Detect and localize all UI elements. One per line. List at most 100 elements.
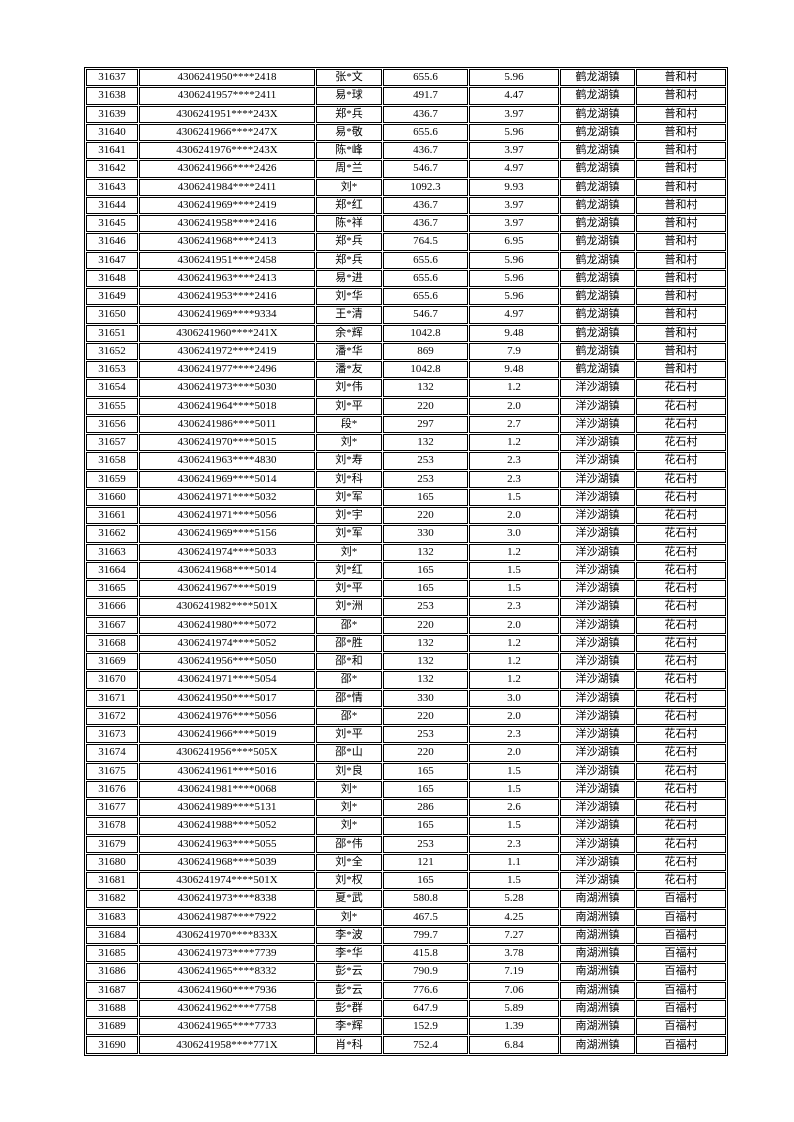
cell-masked-id-number: 4306241971****5054 bbox=[139, 671, 315, 689]
table-row: 31649 4306241953****2416 刘*华 655.6 5.96 鹤龙湖镇普… bbox=[86, 288, 726, 306]
cell-village: 花石村 bbox=[636, 397, 726, 415]
cell-town: 鹤龙湖镇 bbox=[560, 142, 635, 160]
cell-masked-name: 刘*洲 bbox=[316, 598, 382, 616]
table-row: 31657 4306241970****5015 刘* 132 1.2 洋沙湖镇 花石村 bbox=[86, 434, 726, 452]
table-row: 31690 4306241958****771X 肖*科 752.4 6.84 南湖洲镇百… bbox=[86, 1036, 726, 1054]
cell-town: 洋沙湖镇 bbox=[560, 726, 635, 744]
cell-village: 百福村 bbox=[636, 945, 726, 963]
cell-value-2: 3.97 bbox=[469, 196, 559, 214]
table-row: 31689 4306241965****7733 李*辉 152.9 1.39 南湖洲镇百… bbox=[86, 1018, 726, 1036]
cell-village: 普和村 bbox=[636, 160, 726, 178]
cell-value-1: 132 bbox=[383, 434, 468, 452]
cell-value-2: 6.84 bbox=[469, 1036, 559, 1054]
cell-row-number: 31639 bbox=[86, 105, 138, 123]
cell-village: 花石村 bbox=[636, 689, 726, 707]
cell-row-number: 31689 bbox=[86, 1018, 138, 1036]
cell-village: 花石村 bbox=[636, 726, 726, 744]
cell-masked-name: 刘* bbox=[316, 908, 382, 926]
cell-row-number: 31684 bbox=[86, 926, 138, 944]
cell-value-2: 1.2 bbox=[469, 434, 559, 452]
cell-masked-id-number: 4306241958****771X bbox=[139, 1036, 315, 1054]
cell-value-1: 330 bbox=[383, 525, 468, 543]
cell-value-2: 1.5 bbox=[469, 488, 559, 506]
cell-village: 花石村 bbox=[636, 616, 726, 634]
cell-masked-name: 邵*伟 bbox=[316, 835, 382, 853]
cell-town: 洋沙湖镇 bbox=[560, 853, 635, 871]
cell-value-1: 752.4 bbox=[383, 1036, 468, 1054]
cell-masked-name: 刘*平 bbox=[316, 580, 382, 598]
cell-village: 百福村 bbox=[636, 1036, 726, 1054]
cell-row-number: 31671 bbox=[86, 689, 138, 707]
cell-value-1: 1092.3 bbox=[383, 178, 468, 196]
cell-masked-id-number: 4306241982****501X bbox=[139, 598, 315, 616]
cell-value-1: 132 bbox=[383, 379, 468, 397]
cell-town: 洋沙湖镇 bbox=[560, 415, 635, 433]
cell-village: 普和村 bbox=[636, 87, 726, 105]
table-row: 31666 4306241982****501X 刘*洲 253 2.3 洋沙湖镇 花石村 bbox=[86, 598, 726, 616]
cell-row-number: 31644 bbox=[86, 196, 138, 214]
cell-masked-id-number: 4306241976****243X bbox=[139, 142, 315, 160]
cell-town: 洋沙湖镇 bbox=[560, 799, 635, 817]
cell-town: 洋沙湖镇 bbox=[560, 397, 635, 415]
cell-masked-id-number: 4306241958****2416 bbox=[139, 215, 315, 233]
cell-value-2: 5.96 bbox=[469, 269, 559, 287]
cell-masked-id-number: 4306241976****5056 bbox=[139, 707, 315, 725]
cell-masked-id-number: 4306241965****7733 bbox=[139, 1018, 315, 1036]
cell-row-number: 31642 bbox=[86, 160, 138, 178]
cell-masked-id-number: 4306241969****5014 bbox=[139, 470, 315, 488]
cell-row-number: 31650 bbox=[86, 306, 138, 324]
cell-row-number: 31660 bbox=[86, 488, 138, 506]
cell-value-2: 2.0 bbox=[469, 707, 559, 725]
table-row: 31645 4306241958****2416 陈*祥 436.7 3.97 鹤龙湖镇普… bbox=[86, 215, 726, 233]
cell-village: 普和村 bbox=[636, 288, 726, 306]
cell-masked-id-number: 4306241963****5055 bbox=[139, 835, 315, 853]
cell-village: 花石村 bbox=[636, 799, 726, 817]
table-row: 31639 4306241951****243X 郑*兵 436.7 3.97 鹤龙湖镇普… bbox=[86, 105, 726, 123]
cell-village: 花石村 bbox=[636, 543, 726, 561]
cell-masked-name: 刘* bbox=[316, 799, 382, 817]
cell-value-1: 220 bbox=[383, 616, 468, 634]
cell-row-number: 31673 bbox=[86, 726, 138, 744]
cell-town: 洋沙湖镇 bbox=[560, 452, 635, 470]
cell-masked-name: 邵* bbox=[316, 616, 382, 634]
table-row: 31680 4306241968****5039 刘*全 121 1.1 洋沙湖镇 花石村 bbox=[86, 853, 726, 871]
cell-masked-name: 易*进 bbox=[316, 269, 382, 287]
cell-value-1: 253 bbox=[383, 598, 468, 616]
cell-masked-name: 王*清 bbox=[316, 306, 382, 324]
cell-masked-name: 刘*寿 bbox=[316, 452, 382, 470]
cell-row-number: 31658 bbox=[86, 452, 138, 470]
cell-village: 普和村 bbox=[636, 178, 726, 196]
cell-masked-name: 彭*云 bbox=[316, 963, 382, 981]
cell-masked-id-number: 4306241956****505X bbox=[139, 744, 315, 762]
cell-value-2: 2.0 bbox=[469, 397, 559, 415]
cell-row-number: 31641 bbox=[86, 142, 138, 160]
cell-row-number: 31690 bbox=[86, 1036, 138, 1054]
cell-value-2: 9.93 bbox=[469, 178, 559, 196]
cell-value-2: 2.0 bbox=[469, 507, 559, 525]
cell-town: 南湖洲镇 bbox=[560, 981, 635, 999]
cell-value-1: 220 bbox=[383, 707, 468, 725]
table-row: 31678 4306241988****5052 刘* 165 1.5 洋沙湖镇 花石村 bbox=[86, 817, 726, 835]
cell-town: 洋沙湖镇 bbox=[560, 671, 635, 689]
cell-village: 普和村 bbox=[636, 361, 726, 379]
cell-masked-id-number: 4306241974****5052 bbox=[139, 634, 315, 652]
table-row: 31667 4306241980****5072 邵* 220 2.0 洋沙湖镇 花石村 bbox=[86, 616, 726, 634]
cell-town: 鹤龙湖镇 bbox=[560, 269, 635, 287]
cell-row-number: 31645 bbox=[86, 215, 138, 233]
table-row: 31638 4306241957****2411 易*球 491.7 4.47 鹤龙湖镇普… bbox=[86, 87, 726, 105]
cell-row-number: 31664 bbox=[86, 561, 138, 579]
cell-masked-id-number: 4306241961****5016 bbox=[139, 762, 315, 780]
table-row: 31663 4306241974****5033 刘* 132 1.2 洋沙湖镇 花石村 bbox=[86, 543, 726, 561]
cell-town: 洋沙湖镇 bbox=[560, 488, 635, 506]
cell-masked-name: 刘*军 bbox=[316, 525, 382, 543]
cell-masked-name: 刘* bbox=[316, 178, 382, 196]
cell-row-number: 31637 bbox=[86, 69, 138, 87]
cell-town: 洋沙湖镇 bbox=[560, 835, 635, 853]
table-row: 31662 4306241969****5156 刘*军 330 3.0 洋沙湖镇 花石村 bbox=[86, 525, 726, 543]
cell-row-number: 31651 bbox=[86, 324, 138, 342]
cell-value-1: 436.7 bbox=[383, 142, 468, 160]
cell-town: 鹤龙湖镇 bbox=[560, 87, 635, 105]
cell-value-2: 5.96 bbox=[469, 69, 559, 87]
cell-masked-name: 邵* bbox=[316, 671, 382, 689]
table-row: 31669 4306241956****5050 邵*和 132 1.2 洋沙湖镇 花石村 bbox=[86, 653, 726, 671]
